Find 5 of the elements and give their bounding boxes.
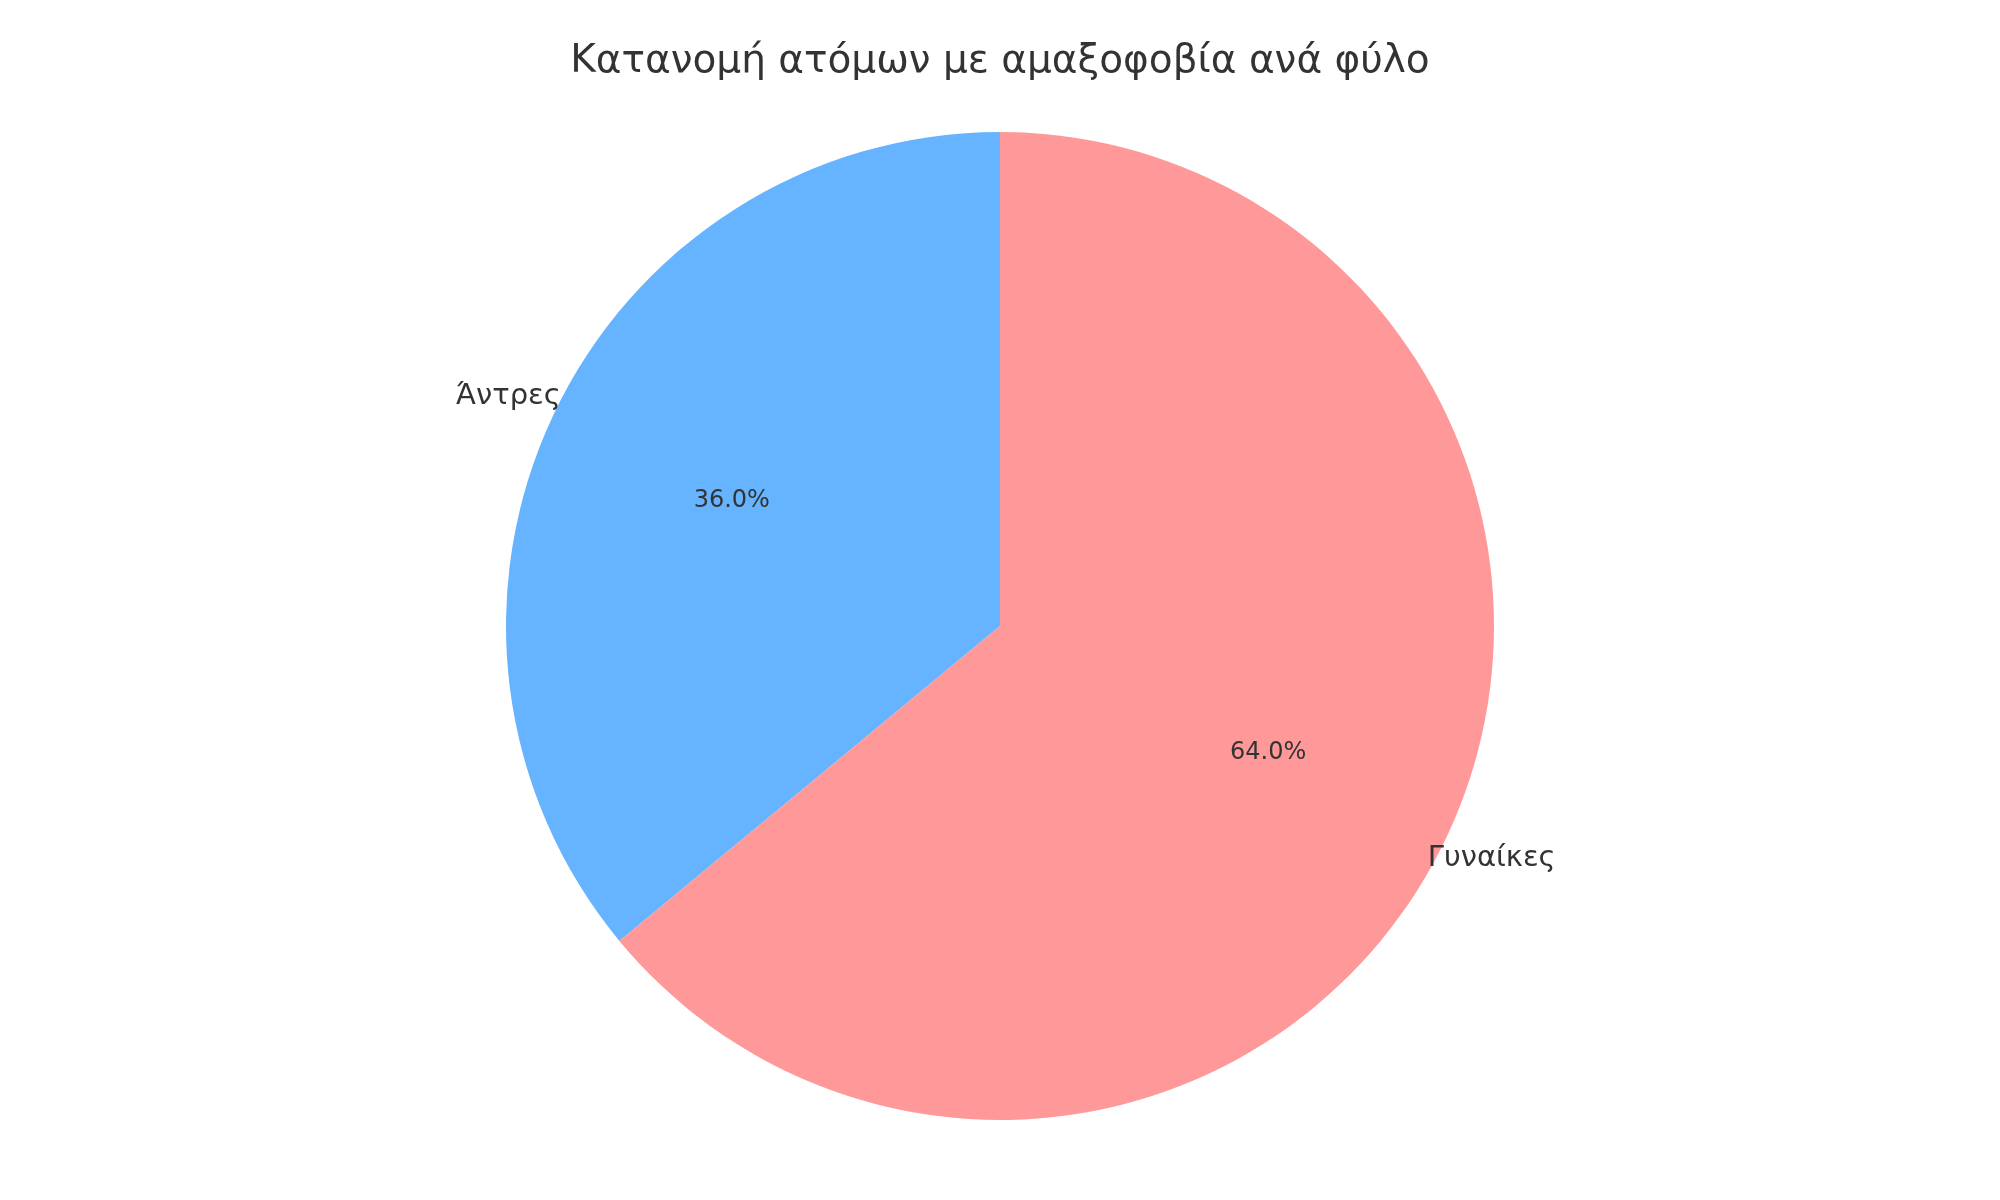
slice-label: Άντρες [455,376,561,411]
data-label: 64.0% [1230,737,1307,766]
data-label: 36.0% [693,484,770,513]
slice-label: Γυναίκες [1427,839,1556,874]
chart-title: Κατανομή ατόμων με αμαξοφοβία ανά φύλο [570,36,1430,81]
